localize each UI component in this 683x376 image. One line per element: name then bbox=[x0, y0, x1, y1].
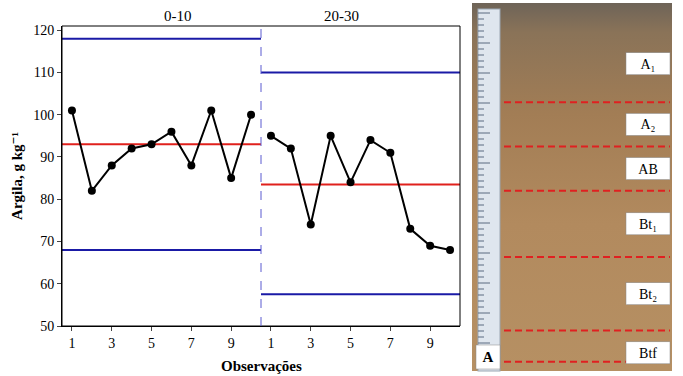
svg-text:1: 1 bbox=[68, 336, 75, 351]
svg-text:60: 60 bbox=[40, 277, 54, 292]
svg-text:Observações: Observações bbox=[221, 358, 302, 374]
svg-text:0-10: 0-10 bbox=[164, 8, 192, 24]
svg-text:Argila, g kg⁻¹: Argila, g kg⁻¹ bbox=[9, 132, 25, 220]
svg-text:Bt₂: Bt₂ bbox=[639, 287, 657, 302]
svg-text:1: 1 bbox=[267, 336, 274, 351]
svg-text:5: 5 bbox=[347, 336, 354, 351]
svg-text:100: 100 bbox=[33, 108, 54, 123]
svg-text:AB: AB bbox=[638, 162, 657, 177]
svg-text:7: 7 bbox=[387, 336, 394, 351]
svg-text:90: 90 bbox=[40, 150, 54, 165]
svg-text:Bt₁: Bt₁ bbox=[639, 217, 657, 232]
svg-text:Btf: Btf bbox=[639, 346, 657, 361]
svg-text:3: 3 bbox=[307, 336, 314, 351]
svg-text:9: 9 bbox=[427, 336, 434, 351]
svg-text:3: 3 bbox=[108, 336, 115, 351]
svg-text:120: 120 bbox=[33, 23, 54, 38]
svg-text:A: A bbox=[483, 349, 494, 365]
svg-text:70: 70 bbox=[40, 234, 54, 249]
svg-text:20-30: 20-30 bbox=[324, 8, 359, 24]
svg-text:A₁: A₁ bbox=[641, 57, 656, 72]
svg-text:80: 80 bbox=[40, 192, 54, 207]
svg-text:7: 7 bbox=[188, 336, 195, 351]
svg-text:9: 9 bbox=[228, 336, 235, 351]
svg-text:A₂: A₂ bbox=[641, 117, 656, 132]
svg-text:110: 110 bbox=[34, 65, 54, 80]
svg-text:50: 50 bbox=[40, 319, 54, 334]
svg-text:5: 5 bbox=[148, 336, 155, 351]
